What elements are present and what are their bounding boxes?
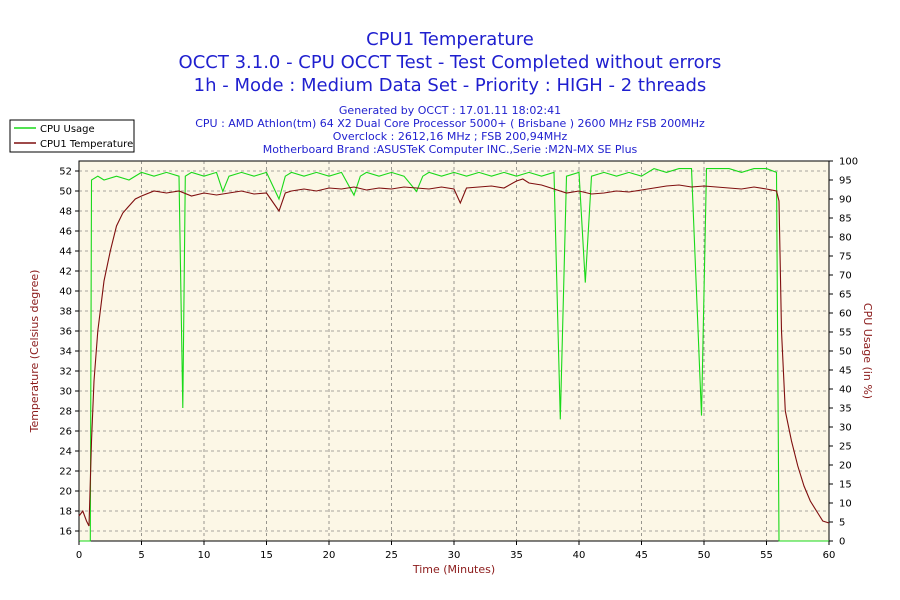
legend-label-cpu-temp: CPU1 Temperature — [40, 139, 133, 150]
y-right-tick-label: 15 — [839, 480, 852, 491]
y-left-tick-label: 46 — [59, 227, 72, 238]
legend-label-cpu-usage: CPU Usage — [40, 124, 95, 135]
y-left-tick-label: 40 — [59, 287, 72, 298]
y-right-tick-label: 5 — [839, 518, 845, 529]
y-right-tick-label: 55 — [839, 328, 852, 339]
y-left-tick-label: 30 — [59, 387, 72, 398]
x-tick-label: 25 — [385, 550, 398, 561]
y-left-tick-label: 32 — [59, 367, 72, 378]
x-tick-label: 55 — [760, 550, 773, 561]
x-tick-label: 15 — [260, 550, 273, 561]
y-right-tick-label: 70 — [839, 271, 852, 282]
x-tick-label: 5 — [138, 550, 144, 561]
chart-subtitle-1: OCCT 3.1.0 - CPU OCCT Test - Test Comple… — [179, 52, 722, 73]
y-right-tick-label: 95 — [839, 176, 852, 187]
y-right-tick-label: 0 — [839, 537, 845, 548]
y-axis-left-title: Temperature (Celsius degree) — [28, 270, 41, 434]
y-axis-right-title: CPU Usage (in %) — [861, 303, 874, 399]
y-left-tick-label: 24 — [59, 447, 72, 458]
y-right-tick-label: 60 — [839, 309, 852, 320]
info-cpu: CPU : AMD Athlon(tm) 64 X2 Dual Core Pro… — [195, 117, 705, 130]
y-right-tick-label: 90 — [839, 195, 852, 206]
x-tick-label: 60 — [823, 550, 836, 561]
y-left-tick-label: 44 — [59, 247, 72, 258]
y-right-tick-label: 100 — [839, 157, 858, 168]
y-left-tick-label: 16 — [59, 527, 72, 538]
y-right-tick-label: 75 — [839, 252, 852, 263]
x-tick-label: 35 — [510, 550, 523, 561]
series-line-cpu-usage — [79, 168, 829, 542]
y-left-tick-label: 34 — [59, 347, 72, 358]
y-left-tick-label: 38 — [59, 307, 72, 318]
x-tick-label: 20 — [323, 550, 336, 561]
legend: CPU Usage CPU1 Temperature — [9, 119, 135, 153]
series-line-cpu-temperature — [78, 178, 830, 527]
chart-subtitle-2: 1h - Mode : Medium Data Set - Priority :… — [194, 75, 707, 96]
y-right-tick-label: 25 — [839, 442, 852, 453]
y-right-tick-label: 20 — [839, 461, 852, 472]
y-right-tick-label: 80 — [839, 233, 852, 244]
y-left-tick-label: 22 — [59, 467, 72, 478]
y-left-tick-label: 18 — [59, 507, 72, 518]
y-right-tick-label: 45 — [839, 366, 852, 377]
grid — [79, 161, 829, 541]
y-left-tick-label: 28 — [59, 407, 72, 418]
y-right-tick-label: 35 — [839, 404, 852, 415]
x-tick-label: 10 — [198, 550, 211, 561]
chart-title: CPU1 Temperature — [366, 29, 534, 50]
y-right-tick-label: 65 — [839, 290, 852, 301]
info-generated: Generated by OCCT : 17.01.11 18:02:41 — [339, 104, 561, 117]
info-motherboard: Motherboard Brand :ASUSTeK Computer INC.… — [263, 143, 638, 156]
y-right-tick-label: 85 — [839, 214, 852, 225]
y-left-tick-label: 42 — [59, 267, 72, 278]
x-tick-label: 30 — [448, 550, 461, 561]
legend-box — [9, 119, 135, 153]
series-layer — [78, 168, 830, 542]
y-left-tick-label: 52 — [59, 167, 72, 178]
y-left-tick-label: 26 — [59, 427, 72, 438]
x-tick-label: 40 — [573, 550, 586, 561]
info-overclock: Overclock : 2612,16 MHz ; FSB 200,94MHz — [333, 130, 568, 143]
x-tick-label: 0 — [76, 550, 82, 561]
y-right-tick-label: 30 — [839, 423, 852, 434]
y-left-tick-label: 50 — [59, 187, 72, 198]
y-right-tick-label: 10 — [839, 499, 852, 510]
x-axis-title: Time (Minutes) — [412, 563, 495, 576]
y-right-tick-label: 40 — [839, 385, 852, 396]
x-tick-label: 45 — [635, 550, 648, 561]
y-left-tick-label: 36 — [59, 327, 72, 338]
x-tick-label: 50 — [698, 550, 711, 561]
y-right-tick-label: 50 — [839, 347, 852, 358]
y-left-tick-label: 48 — [59, 207, 72, 218]
y-left-tick-label: 20 — [59, 487, 72, 498]
